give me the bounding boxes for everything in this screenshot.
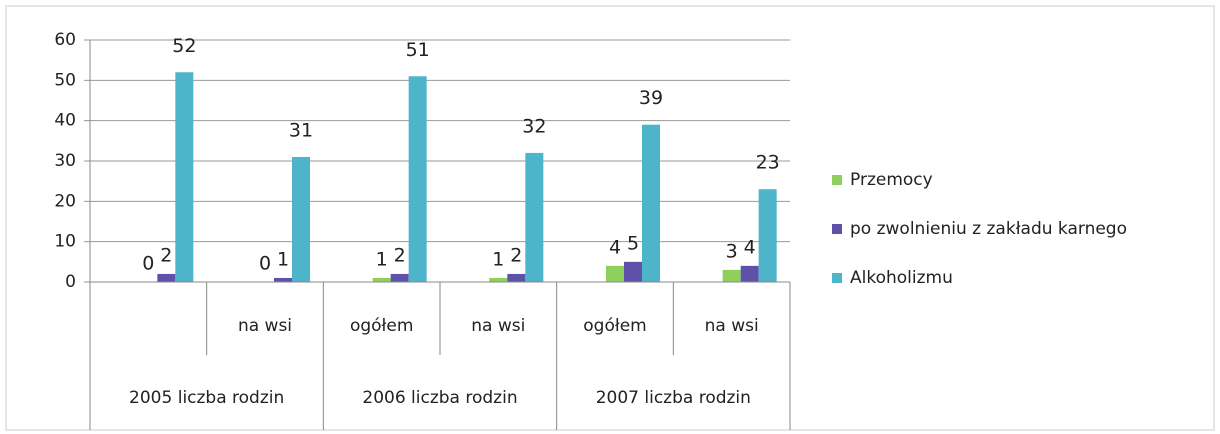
y-tick-label: 20 — [54, 191, 76, 211]
bar — [157, 273, 176, 282]
y-tick-label: 60 — [54, 30, 76, 50]
chart-frame — [5, 5, 1215, 431]
data-label: 3 — [726, 240, 738, 262]
data-label: 2 — [394, 244, 406, 266]
data-label: 2 — [160, 244, 172, 266]
bar — [292, 156, 310, 282]
legend-swatch — [832, 224, 842, 234]
data-label: 52 — [172, 35, 196, 57]
data-label: 5 — [627, 232, 639, 254]
bar — [624, 261, 642, 282]
group-label: 2005 liczba rodzin — [129, 388, 284, 408]
data-label: 4 — [609, 236, 621, 258]
x-tick-label: na wsi — [471, 316, 525, 336]
legend-swatch — [832, 273, 842, 283]
legend-label: Przemocy — [850, 170, 933, 190]
legend-label: po zwolnieniu z zakładu karnego — [850, 219, 1127, 239]
group-label: 2007 liczba rodzin — [596, 388, 751, 408]
y-tick-label: 40 — [54, 111, 76, 131]
group-label: 2006 liczba rodzin — [362, 388, 517, 408]
bar — [372, 277, 391, 282]
bar — [740, 265, 759, 282]
y-tick-label: 30 — [54, 151, 76, 171]
bar — [408, 76, 427, 282]
x-tick-label: ogółem — [583, 316, 646, 336]
data-label: 39 — [639, 87, 663, 109]
x-tick-label: na wsi — [705, 316, 759, 336]
y-tick-label: 0 — [65, 272, 76, 292]
data-label: 1 — [492, 248, 504, 270]
x-tick-label: ogółem — [350, 316, 413, 336]
data-label: 1 — [277, 248, 289, 270]
bar — [274, 277, 292, 282]
bar — [642, 124, 660, 282]
data-label: 4 — [744, 236, 756, 258]
bar — [489, 277, 508, 282]
y-tick-label: 10 — [54, 232, 76, 252]
data-label: 0 — [259, 253, 271, 275]
y-tick-label: 50 — [54, 70, 76, 90]
data-label: 31 — [289, 119, 313, 141]
data-label: 51 — [406, 39, 430, 61]
bar — [722, 269, 741, 282]
legend-swatch — [832, 175, 842, 185]
data-label: 2 — [510, 244, 522, 266]
data-label: 1 — [376, 248, 388, 270]
x-tick-label: na wsi — [238, 316, 292, 336]
bar — [507, 273, 526, 282]
bar — [606, 265, 624, 282]
data-label: 32 — [522, 115, 546, 137]
bar — [175, 72, 194, 283]
data-label: 0 — [142, 253, 154, 275]
legend-label: Alkoholizmu — [850, 268, 953, 288]
bar — [525, 152, 544, 282]
bar — [390, 273, 409, 282]
bar — [758, 189, 777, 282]
data-label: 23 — [756, 152, 780, 174]
